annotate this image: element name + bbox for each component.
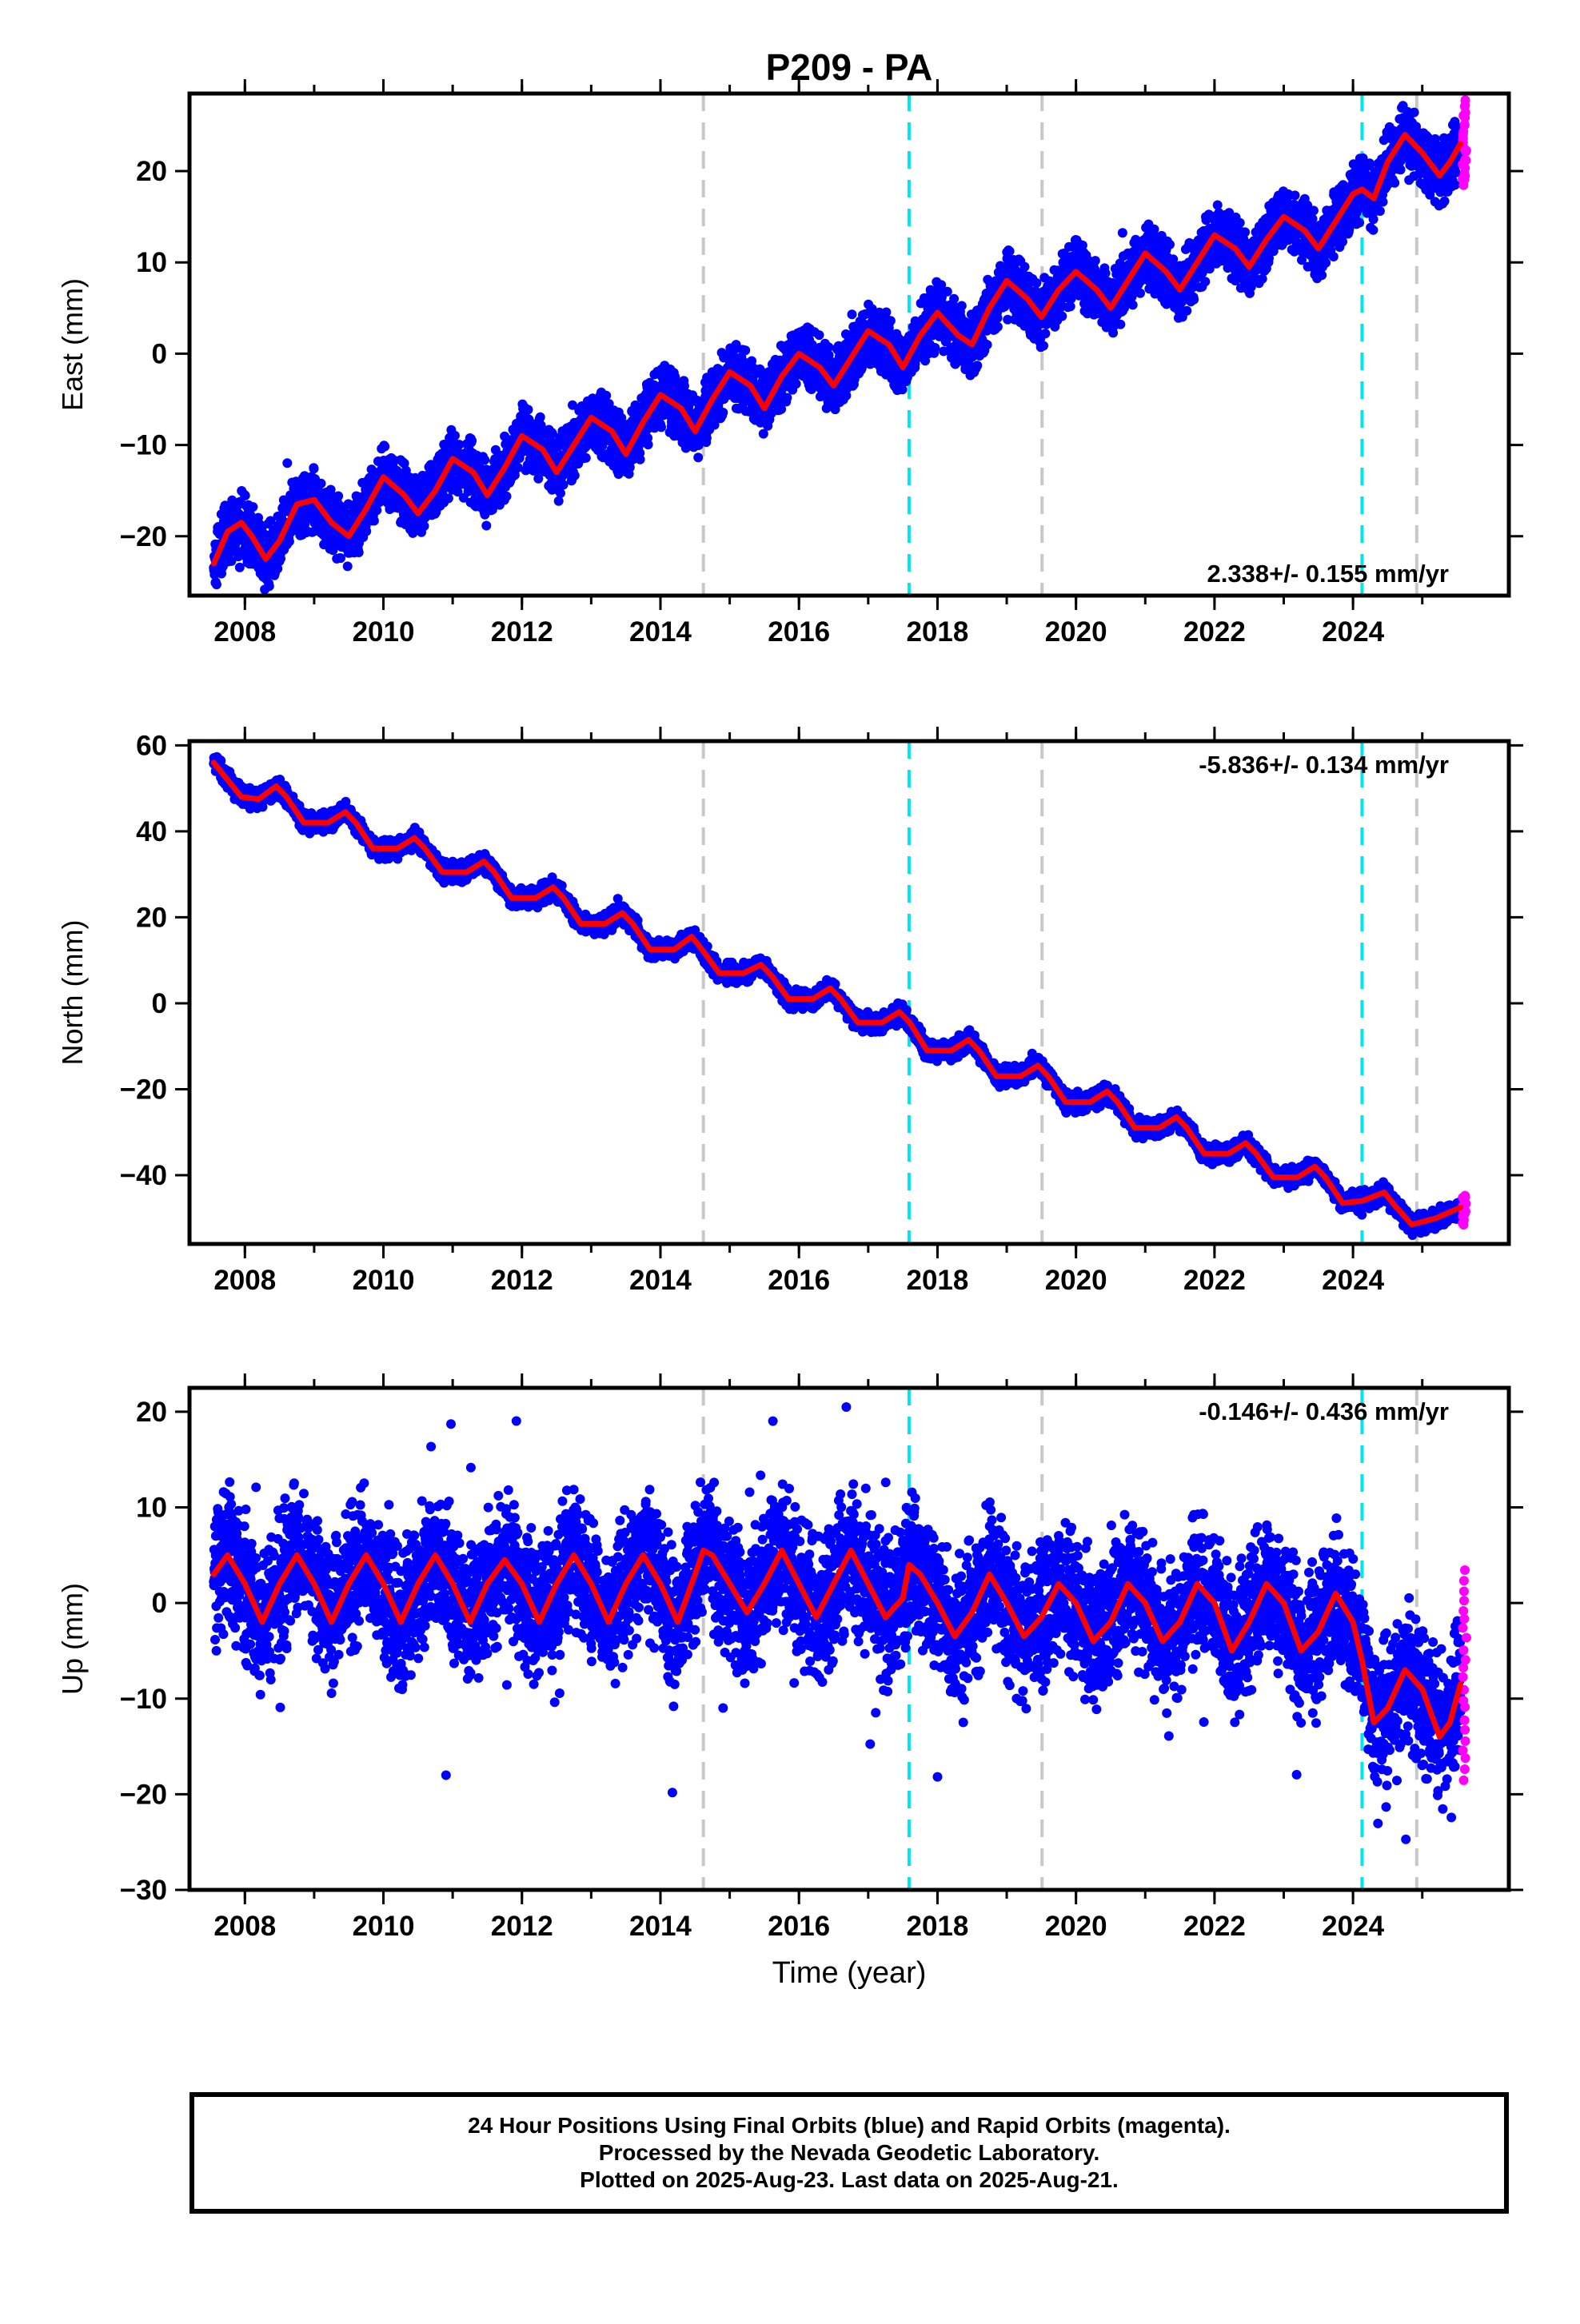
final-orbit-point xyxy=(1115,320,1125,329)
final-orbit-point xyxy=(570,471,580,480)
final-orbit-point xyxy=(1031,278,1041,288)
final-orbit-point xyxy=(1118,228,1127,237)
final-orbit-point xyxy=(1101,269,1111,278)
final-orbit-point xyxy=(972,361,982,370)
final-orbit-point xyxy=(1091,256,1100,265)
final-orbit-point xyxy=(326,485,336,495)
final-orbit-point xyxy=(559,480,569,489)
final-orbit-point xyxy=(693,452,703,462)
final-orbit-point xyxy=(480,455,489,464)
final-orbit-point xyxy=(354,548,364,557)
final-orbit-point xyxy=(740,345,750,355)
final-orbit-point xyxy=(241,491,250,500)
final-orbit-point xyxy=(792,379,801,389)
final-orbit-point xyxy=(718,408,728,417)
final-orbit-point xyxy=(502,492,512,501)
final-orbit-point xyxy=(1039,341,1048,351)
final-orbit-point xyxy=(369,516,379,525)
final-orbit-point xyxy=(481,521,491,531)
final-orbit-point xyxy=(581,453,591,463)
panel-east-plot-area xyxy=(209,94,1471,596)
final-orbit-point xyxy=(848,309,857,319)
final-orbit-point xyxy=(993,313,1003,323)
final-orbit-point xyxy=(248,502,257,512)
final-orbit-point xyxy=(1005,246,1015,256)
final-orbit-point xyxy=(815,330,824,340)
final-orbit-point xyxy=(536,413,545,422)
final-orbit-point xyxy=(702,433,712,443)
final-orbit-point xyxy=(450,431,460,440)
final-orbit-point xyxy=(782,393,792,403)
final-orbit-point xyxy=(212,580,221,589)
final-orbit-points-east xyxy=(209,101,1466,594)
final-orbit-point xyxy=(957,301,967,311)
final-orbit-point xyxy=(282,458,292,468)
final-orbit-point xyxy=(467,436,477,445)
final-orbit-point xyxy=(333,492,343,501)
final-orbit-point xyxy=(656,422,666,432)
final-orbit-point xyxy=(309,464,319,473)
final-orbit-point xyxy=(881,308,891,317)
final-orbit-point xyxy=(1040,329,1050,338)
final-orbit-point xyxy=(1135,289,1145,298)
final-orbit-point xyxy=(636,455,645,464)
final-orbit-point xyxy=(276,554,285,564)
final-orbit-point xyxy=(601,391,611,401)
final-orbit-point xyxy=(372,505,381,515)
final-orbit-point xyxy=(380,442,389,452)
final-orbit-point xyxy=(420,521,429,531)
final-orbit-point xyxy=(265,581,274,591)
chart-title: P209 - PA xyxy=(766,46,933,88)
final-orbit-point xyxy=(1020,262,1030,272)
final-orbit-point xyxy=(1057,312,1067,321)
final-orbit-point xyxy=(336,553,345,563)
final-orbit-point xyxy=(444,493,453,503)
final-orbit-point xyxy=(524,405,533,414)
final-orbit-point xyxy=(361,527,371,536)
final-orbit-point xyxy=(983,340,992,349)
final-orbit-point xyxy=(285,536,294,546)
final-orbit-point xyxy=(886,316,896,325)
final-orbit-point xyxy=(343,561,353,571)
final-orbit-point xyxy=(317,479,326,488)
final-orbit-point xyxy=(1128,300,1138,309)
final-orbit-point xyxy=(993,322,1003,332)
final-orbit-point xyxy=(644,440,653,449)
final-orbit-point xyxy=(943,287,952,297)
final-orbit-point xyxy=(930,343,940,353)
